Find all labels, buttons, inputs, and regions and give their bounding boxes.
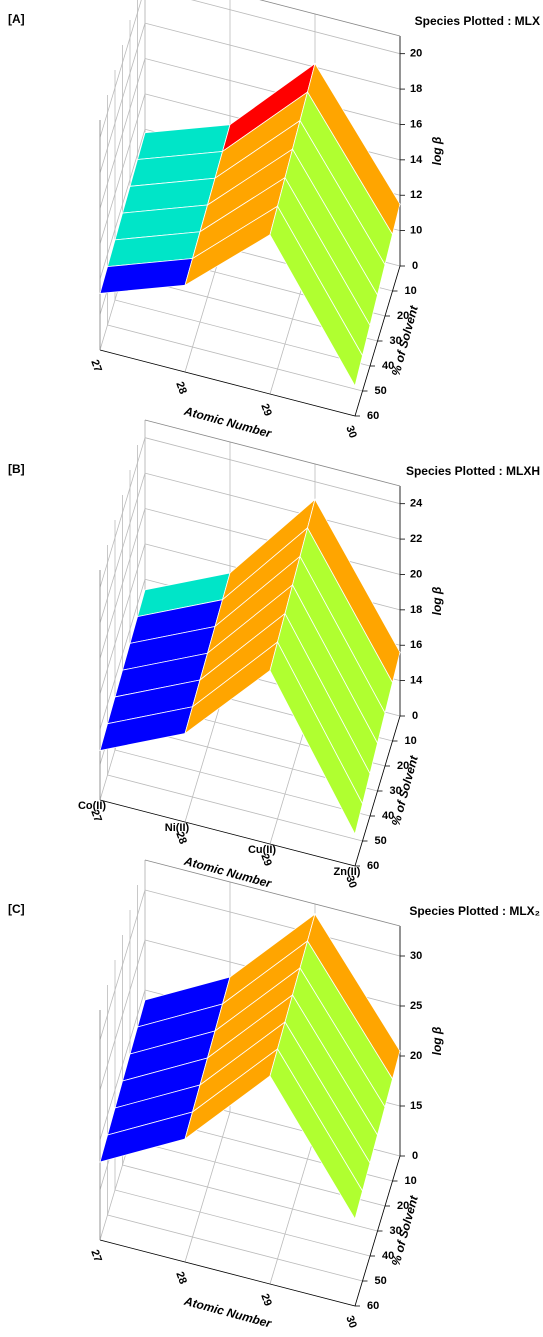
grid-line (114, 749, 371, 817)
y-tick-label: 60 (367, 410, 379, 422)
grid-line (107, 774, 363, 842)
z-tick-label: 10 (410, 225, 422, 237)
y-tick-label: 0 (412, 260, 418, 272)
z-tick-label: 30 (410, 950, 422, 962)
x-tick-label: 27 (88, 1248, 103, 1264)
x-tick-label: 28 (173, 1270, 188, 1286)
surface-cell (269, 205, 363, 387)
y-tick-label: 40 (382, 1250, 394, 1262)
x-tick-label: 29 (258, 402, 273, 418)
y-tick-label: 50 (375, 385, 387, 397)
z-tick-label: 15 (410, 1100, 422, 1112)
grid-line (114, 1189, 371, 1257)
y-tick-label: 50 (375, 835, 387, 847)
z-tick-label: 12 (410, 189, 422, 201)
y-tick-label: 60 (367, 1300, 379, 1312)
axis-line (99, 349, 356, 417)
z-tick-label: 16 (410, 639, 422, 651)
z-tick-label: 14 (410, 675, 423, 687)
y-tick-label: 50 (375, 1275, 387, 1287)
y-tick-label: 10 (405, 1175, 417, 1187)
grid-line (114, 299, 371, 367)
y-tick-label: 60 (367, 860, 379, 872)
z-tick-label: 20 (410, 568, 422, 580)
chart-title: Species Plotted : MLX (415, 14, 540, 28)
axis-line (144, 859, 401, 927)
y-tick-label: 0 (412, 1150, 418, 1162)
z-tick-label: 18 (410, 83, 422, 95)
z-axis-label: log β (430, 586, 444, 615)
panel-label: [A] (8, 12, 25, 26)
x-tick-label: 28 (173, 380, 188, 396)
x-tick-label: 30 (343, 424, 358, 440)
y-tick-label: 20 (397, 760, 409, 772)
y-tick-label: 10 (405, 735, 417, 747)
panel: 15 20 25 30 27 28 29 30 0 10 20 30 40 50 60 [C] Species … (8, 859, 540, 1331)
panel: 14161820222427Co(II)28Ni(II)29Cu(II)30Zn… (8, 419, 540, 891)
x-tick-label: 27 (88, 808, 103, 824)
y-tick-label: 10 (405, 285, 417, 297)
x-category-label: Cu(II) (248, 844, 276, 856)
z-axis-label: log β (430, 136, 444, 165)
y-tick-label: 30 (390, 335, 402, 347)
z-tick-label: 18 (410, 604, 422, 616)
panel: 10 12 14 16 18 20 27 28 29 30 0 10 20 30 40 50 60 [A] Spec… (8, 0, 540, 441)
grid-line (190, 0, 401, 55)
axis-line (144, 419, 401, 487)
axis-line (99, 799, 356, 867)
y-tick-label: 40 (382, 810, 394, 822)
axis-line (259, 0, 401, 37)
x-tick-label: 29 (258, 1292, 273, 1308)
x-tick-label: 30 (343, 874, 358, 890)
grid-line (107, 1214, 363, 1282)
surface-cell (269, 1047, 363, 1221)
axis-line (354, 715, 401, 867)
grid-line (107, 324, 363, 392)
x-tick-label: 30 (343, 1314, 358, 1330)
z-tick-label: 22 (410, 533, 422, 545)
axis-line (99, 1239, 356, 1307)
x-category-label: Zn(II) (334, 866, 361, 878)
y-tick-label: 30 (390, 785, 402, 797)
x-category-label: Co(II) (78, 800, 106, 812)
x-tick-label: 29 (258, 852, 273, 868)
y-tick-label: 40 (382, 360, 394, 372)
chart-title: Species Plotted : MLXH (406, 464, 540, 478)
grid-line (144, 58, 401, 125)
panel-label: [C] (8, 902, 25, 916)
surface-cell (269, 640, 363, 836)
grid-line (144, 437, 401, 505)
x-category-label: Ni(II) (165, 822, 190, 834)
axis-line (354, 1155, 401, 1307)
z-tick-label: 24 (410, 498, 423, 510)
z-axis-label: log β (430, 1026, 444, 1055)
z-tick-label: 16 (410, 118, 422, 130)
grid-line (144, 472, 401, 540)
z-tick-label: 20 (410, 48, 422, 60)
y-tick-label: 20 (397, 310, 409, 322)
grid-line (122, 1164, 378, 1232)
x-tick-label: 27 (88, 358, 103, 374)
panel-label: [B] (8, 462, 25, 476)
grid-line (144, 22, 401, 90)
x-tick-label: 28 (173, 830, 188, 846)
y-tick-label: 0 (412, 710, 418, 722)
z-tick-label: 25 (410, 1000, 422, 1012)
y-tick-label: 20 (397, 1200, 409, 1212)
z-tick-label: 20 (410, 1050, 422, 1062)
y-tick-label: 30 (390, 1225, 402, 1237)
z-tick-label: 14 (410, 154, 423, 166)
axis-line (354, 265, 401, 417)
chart-title: Species Plotted : MLX₂ (409, 904, 540, 918)
grid-line (144, 889, 401, 957)
